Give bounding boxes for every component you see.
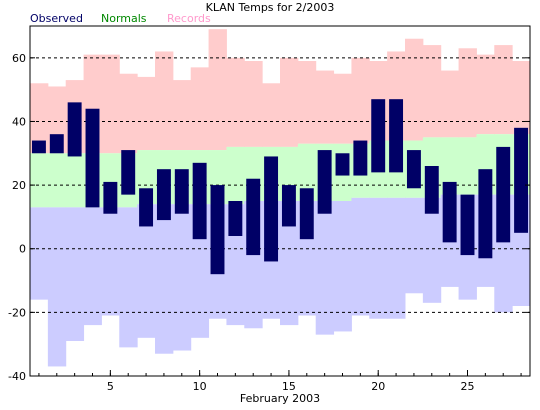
observed-bar	[317, 150, 332, 214]
y-tick-label: -20	[8, 306, 26, 319]
normal-band	[30, 153, 49, 208]
plot-frame	[29, 25, 531, 377]
record-high-band	[458, 48, 477, 138]
observed-bar	[67, 102, 82, 157]
record-high-band	[172, 80, 192, 151]
observed-bar	[192, 162, 207, 240]
y-tick-label: 40	[12, 115, 26, 128]
observed-bar	[460, 194, 475, 256]
record-low-band	[315, 201, 335, 335]
record-low-band	[333, 201, 352, 332]
observed-bar	[103, 181, 118, 214]
normal-band	[47, 153, 67, 208]
record-high-band	[512, 61, 531, 135]
observed-bar	[210, 185, 225, 275]
legend-observed: Observed	[30, 12, 83, 25]
record-high-band	[440, 70, 460, 138]
observed-bar	[139, 188, 154, 227]
record-low-band	[155, 204, 174, 354]
record-high-band	[494, 45, 513, 135]
record-high-band	[333, 73, 352, 144]
observed-bar	[442, 181, 457, 243]
observed-bar	[156, 169, 171, 221]
record-low-band	[137, 204, 156, 338]
record-high-band	[137, 76, 156, 151]
legend-records: Records	[167, 12, 211, 25]
y-tick-label: 0	[19, 243, 26, 256]
record-high-band	[119, 73, 138, 154]
observed-bar	[281, 185, 296, 227]
x-tick-label: 20	[371, 380, 385, 393]
record-low-band	[280, 201, 299, 326]
record-low-band	[101, 207, 120, 316]
legend-normals: Normals	[101, 12, 147, 25]
record-high-band	[422, 45, 442, 138]
observed-bar	[424, 166, 439, 214]
x-tick-label: 25	[461, 380, 475, 393]
record-high-band	[476, 54, 495, 135]
record-high-band	[190, 67, 210, 151]
record-high-band	[155, 51, 174, 151]
x-tick-label: 15	[282, 380, 296, 393]
record-high-band	[405, 38, 424, 141]
observed-bar	[246, 178, 261, 256]
observed-bar	[299, 188, 314, 240]
x-axis-label: February 2003	[240, 392, 320, 405]
observed-bar	[228, 201, 243, 236]
observed-bar	[174, 169, 189, 214]
record-high-band	[262, 83, 281, 147]
observed-bar	[496, 146, 511, 243]
observed-bar	[371, 99, 386, 173]
observed-bar	[406, 150, 421, 189]
record-low-band	[83, 207, 102, 326]
record-high-band	[101, 54, 120, 154]
plot-area: -40 -20 0 20 40 60 5 10 15 20 25	[8, 25, 531, 393]
observed-bar	[335, 153, 350, 176]
chart-title: KLAN Temps for 2/2003	[206, 1, 335, 14]
record-low-band	[405, 197, 424, 294]
record-low-band	[422, 197, 442, 303]
observed-bar	[31, 140, 46, 154]
y-tick-label: 20	[12, 179, 26, 192]
record-low-band	[65, 207, 85, 341]
record-low-band	[369, 197, 388, 319]
y-tick-label: 60	[12, 52, 26, 65]
y-tick-label: -40	[8, 370, 26, 383]
observed-bar	[389, 99, 404, 173]
x-tick-label: 10	[193, 380, 207, 393]
record-low-band	[119, 207, 138, 348]
normal-band	[65, 153, 85, 208]
normal-band	[440, 137, 460, 195]
record-high-band	[226, 57, 245, 147]
observed-bar	[85, 108, 100, 208]
record-low-band	[172, 204, 192, 351]
record-high-band	[30, 83, 49, 154]
observed-bar	[49, 134, 64, 154]
observed-bar	[264, 156, 279, 262]
record-high-band	[351, 57, 370, 144]
record-high-band	[297, 61, 317, 144]
observed-bar	[121, 150, 136, 195]
record-high-band	[315, 70, 335, 144]
record-high-band	[244, 61, 263, 147]
record-high-band	[208, 29, 227, 151]
observed-bar	[353, 140, 368, 176]
record-high-band	[280, 57, 299, 147]
normal-band	[458, 137, 477, 195]
normal-band	[226, 146, 245, 205]
record-low-band	[30, 207, 49, 300]
normal-band	[297, 143, 317, 201]
record-low-band	[47, 207, 67, 367]
x-tick-label: 5	[107, 380, 114, 393]
observed-bar	[478, 169, 493, 259]
record-low-band	[387, 197, 406, 319]
record-low-band	[351, 197, 370, 316]
observed-bar	[514, 127, 529, 233]
